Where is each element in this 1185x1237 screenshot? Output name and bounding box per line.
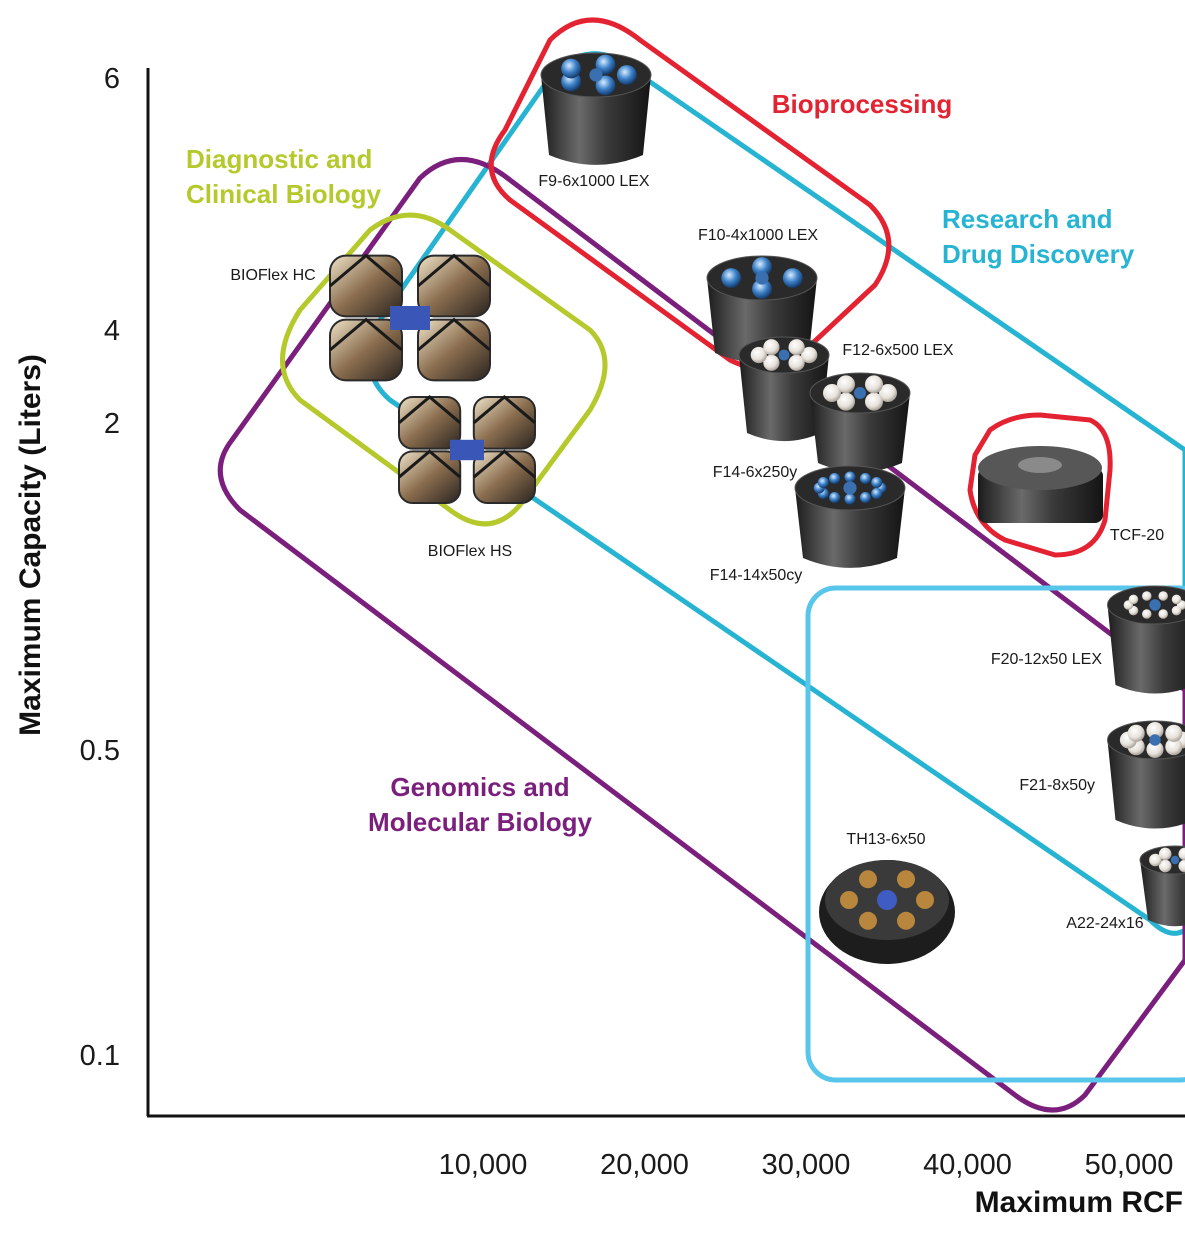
- point-label: BIOFlex HC: [230, 267, 315, 284]
- point-label: F9-6x1000 LEX: [538, 173, 650, 190]
- group-label: Diagnostic and: [186, 144, 372, 174]
- y-axis-title: Maximum Capacity (Liters): [14, 354, 47, 736]
- point-label: F21-8x50y: [1019, 777, 1095, 794]
- y-tick-label: 0.5: [80, 735, 120, 767]
- rotor-image: [819, 860, 955, 964]
- point-label: F10-4x1000 LEX: [698, 227, 818, 244]
- rotor-image: [809, 372, 911, 472]
- group-label: Genomics and: [390, 772, 569, 802]
- rotor-image: [978, 446, 1103, 523]
- point-label: F14-14x50cy: [710, 567, 803, 584]
- x-tick-label: 50,000: [1085, 1149, 1174, 1181]
- point-label: TH13-6x50: [846, 831, 925, 848]
- point-label: F12-6x500 LEX: [842, 342, 954, 359]
- group-label: Research and: [942, 204, 1113, 234]
- group-label: Molecular Biology: [368, 807, 592, 837]
- group-outline: [488, 17, 892, 372]
- rotor-image: [738, 336, 830, 442]
- rotor-image: [398, 394, 536, 505]
- y-tick-label: 4: [104, 315, 120, 347]
- group-outline: [805, 585, 1185, 1083]
- rotor-image: [540, 52, 652, 165]
- rotor-image: [794, 465, 906, 568]
- rotor-image: [1107, 585, 1185, 694]
- rotor-image: [1139, 845, 1185, 927]
- point-label: F14-6x250y: [713, 464, 798, 481]
- point-label: BIOFlex HS: [428, 543, 512, 560]
- y-tick-label: 6: [104, 63, 120, 95]
- group-outline: [217, 157, 1185, 1113]
- group-label: Bioprocessing: [772, 89, 953, 119]
- rotor-image: [1107, 720, 1185, 829]
- y-tick-label: 2: [104, 408, 120, 440]
- x-tick-label: 30,000: [762, 1149, 851, 1181]
- point-label: TCF-20: [1110, 527, 1164, 544]
- point-label: A22-24x16: [1066, 915, 1143, 932]
- x-tick-label: 40,000: [923, 1149, 1012, 1181]
- x-axis-title: Maximum RCF: [975, 1186, 1183, 1219]
- rotor-image: [329, 253, 491, 382]
- group-label: Clinical Biology: [186, 179, 382, 209]
- point-label: F20-12x50 LEX: [991, 651, 1103, 668]
- x-tick-label: 10,000: [439, 1149, 528, 1181]
- x-tick-label: 20,000: [600, 1149, 689, 1181]
- group-outline: [280, 212, 608, 527]
- group-label: Drug Discovery: [942, 239, 1135, 269]
- y-tick-label: 0.1: [80, 1040, 120, 1072]
